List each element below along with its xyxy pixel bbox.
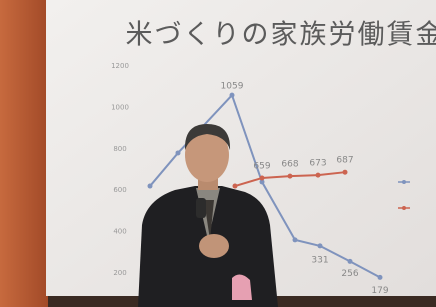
y-tick-label: 800: [113, 145, 126, 153]
data-point: [316, 173, 321, 178]
data-label: 659: [253, 161, 270, 171]
data-label: 179: [371, 286, 388, 296]
y-tick-label: 400: [113, 228, 126, 236]
data-point: [378, 275, 383, 280]
data-label: 673: [309, 159, 326, 169]
data-label: 256: [341, 269, 358, 279]
data-label: 687: [336, 156, 353, 166]
data-label: 668: [281, 160, 298, 170]
y-tick-label: 200: [113, 269, 126, 277]
wall: [0, 0, 48, 307]
data-point: [343, 170, 348, 175]
data-point: [318, 243, 323, 248]
slide-title: 米づくりの家族労働賃金: [126, 20, 436, 51]
data-point: [348, 259, 353, 264]
photo: 米づくりの家族労働賃金 1200 1000 800 600 400 200 1059 331 2…: [0, 0, 436, 307]
data-point: [176, 150, 181, 155]
y-tick-label: 1000: [111, 103, 129, 111]
data-point: [260, 175, 265, 180]
data-point: [293, 237, 298, 242]
data-label: 1059: [221, 82, 244, 92]
data-point: [148, 184, 153, 189]
data-point: [230, 93, 235, 98]
data-point: [288, 174, 293, 179]
data-point: [233, 184, 238, 189]
y-tick-label: 600: [113, 186, 126, 194]
data-label: 331: [311, 255, 328, 265]
y-tick-label: 1200: [111, 62, 129, 70]
